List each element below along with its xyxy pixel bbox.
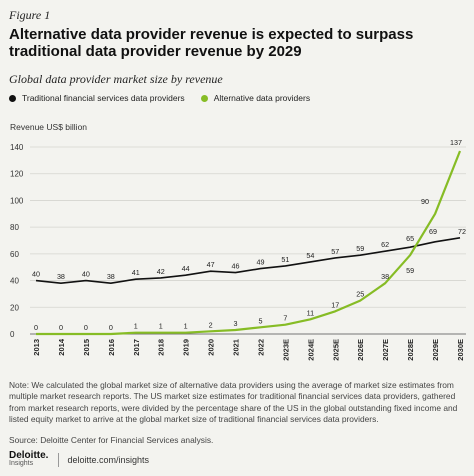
- x-tick-label: 2028E: [406, 339, 415, 361]
- y-axis-label: Revenue US$ billion: [10, 122, 87, 132]
- legend-label-traditional: Traditional financial services data prov…: [22, 93, 185, 103]
- data-label-alternative: 25: [356, 290, 364, 299]
- legend-label-alternative: Alternative data providers: [213, 93, 311, 103]
- data-label-alternative: 137: [450, 138, 462, 147]
- x-tick-label: 2020: [207, 339, 216, 356]
- footer-url[interactable]: deloitte.com/insights: [67, 455, 149, 465]
- legend-dot-alternative: [200, 94, 208, 102]
- data-label-traditional: 40: [82, 270, 90, 279]
- data-label-traditional: 59: [356, 244, 364, 253]
- data-label-traditional: 46: [232, 262, 240, 271]
- data-label-alternative: 11: [307, 308, 314, 317]
- series-line-traditional: [35, 237, 461, 284]
- data-label-alternative: 90: [421, 197, 429, 206]
- x-tick-label: 2025E: [331, 339, 340, 361]
- series-line-alternative: [36, 150, 462, 336]
- legend-dot-traditional: [9, 94, 16, 102]
- data-label-alternative: 0: [84, 323, 88, 332]
- data-label-traditional: 41: [132, 268, 140, 277]
- legend-item-traditional: Traditional financial services data prov…: [9, 93, 185, 103]
- data-label-alternative: 1: [184, 322, 188, 331]
- x-tick-label: 2015: [82, 339, 91, 356]
- y-tick-label: 140: [10, 143, 24, 152]
- logo-wordmark: Deloitte.: [9, 450, 49, 461]
- x-tick-label: 2018: [157, 339, 166, 356]
- x-tick-label: 2021: [232, 339, 241, 356]
- data-label-traditional: 51: [281, 255, 289, 264]
- x-tick-label: 2013: [32, 339, 41, 356]
- data-label-alternative: 3: [234, 319, 238, 328]
- x-tick-label: 2023E: [281, 339, 290, 361]
- legend: Traditional financial services data prov…: [9, 93, 326, 103]
- y-tick-label: 60: [10, 250, 19, 259]
- data-label-alternative: 1: [134, 322, 138, 331]
- data-label-traditional: 49: [256, 258, 264, 267]
- x-tick-label: 2017: [132, 339, 141, 356]
- data-label-traditional: 40: [32, 270, 40, 279]
- data-label-alternative: 17: [331, 300, 339, 309]
- data-label-traditional: 65: [406, 234, 414, 243]
- data-label-traditional: 47: [207, 260, 215, 269]
- x-tick-label: 2026E: [356, 339, 365, 361]
- data-label-alternative: 1: [159, 322, 163, 331]
- data-label-alternative: 7: [283, 314, 287, 323]
- x-tick-label: 2019: [182, 339, 191, 356]
- line-chart: Revenue US$ billion020406080100120140201…: [10, 122, 466, 361]
- x-tick-label: 2030E: [456, 339, 465, 361]
- x-tick-label: 2016: [107, 339, 116, 356]
- data-label-alternative: 2: [209, 320, 213, 329]
- deloitte-logo: Deloitte. Insights: [9, 450, 49, 468]
- x-tick-label: 2029E: [431, 339, 440, 361]
- y-tick-label: 0: [10, 330, 15, 339]
- data-label-alternative: 0: [59, 323, 63, 332]
- data-label-traditional: 62: [381, 240, 389, 249]
- y-tick-label: 20: [10, 303, 19, 312]
- chart-note: Note: We calculated the global market si…: [9, 380, 458, 424]
- chart-title: Alternative data provider revenue is exp…: [9, 26, 414, 60]
- footer: Deloitte. Insights deloitte.com/insights: [9, 450, 149, 468]
- chart-subtitle: Global data provider market size by reve…: [9, 72, 223, 86]
- data-label-traditional: 69: [429, 227, 437, 236]
- x-tick-label: 2024E: [306, 339, 315, 361]
- data-label-traditional: 72: [458, 227, 466, 236]
- x-tick-label: 2027E: [381, 339, 390, 361]
- data-label-traditional: 57: [331, 247, 339, 256]
- y-tick-label: 120: [10, 170, 24, 179]
- chart-source: Source: Deloitte Center for Financial Se…: [9, 435, 214, 445]
- x-tick-label: 2022: [256, 339, 265, 356]
- data-label-alternative: 38: [381, 272, 389, 281]
- data-label-traditional: 44: [182, 264, 190, 273]
- data-label-alternative: 0: [34, 323, 38, 332]
- figure-label: Figure 1: [9, 8, 51, 22]
- y-tick-label: 80: [10, 223, 19, 232]
- data-label-traditional: 38: [107, 272, 115, 281]
- data-label-alternative: 5: [258, 316, 262, 325]
- footer-divider: [58, 453, 60, 467]
- logo-subtext: Insights: [9, 460, 34, 467]
- data-label-alternative: 0: [109, 323, 113, 332]
- legend-item-alternative: Alternative data providers: [200, 93, 311, 103]
- data-label-alternative: 59: [406, 266, 414, 275]
- x-tick-label: 2014: [57, 338, 66, 356]
- data-label-traditional: 54: [306, 251, 314, 260]
- data-label-traditional: 42: [157, 267, 165, 276]
- y-tick-label: 40: [10, 277, 19, 286]
- y-tick-label: 100: [10, 196, 24, 205]
- data-label-traditional: 38: [57, 272, 65, 281]
